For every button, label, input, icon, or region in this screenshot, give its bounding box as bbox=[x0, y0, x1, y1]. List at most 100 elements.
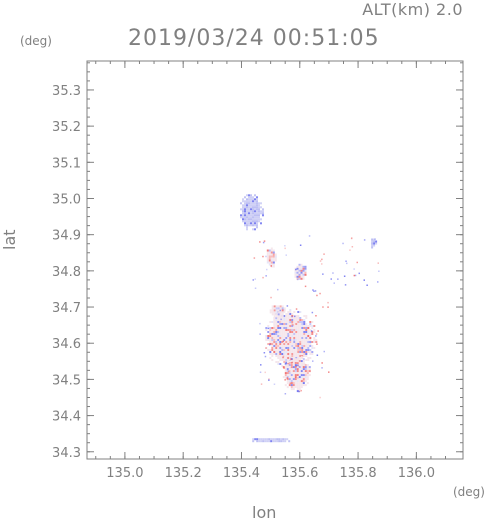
echo-cell bbox=[300, 364, 303, 367]
echo-speckle bbox=[377, 281, 379, 283]
x-tick-label: 135.2 bbox=[165, 466, 202, 481]
echo-cell bbox=[244, 214, 246, 217]
echo-cell bbox=[290, 370, 293, 373]
echo-cell bbox=[303, 335, 306, 337]
echo-cell bbox=[265, 335, 268, 337]
echo-cell bbox=[296, 277, 299, 280]
echo-cell bbox=[279, 343, 282, 345]
echo-speckle bbox=[321, 362, 323, 364]
echo-cell bbox=[283, 327, 286, 329]
echo-cell bbox=[303, 329, 306, 331]
echo-cell bbox=[276, 440, 279, 443]
echo-cell bbox=[297, 327, 300, 329]
echo-cell bbox=[287, 355, 290, 357]
echo-cell bbox=[293, 351, 296, 353]
echo-cell bbox=[246, 200, 248, 203]
echo-cell bbox=[289, 333, 292, 335]
echo-layer bbox=[240, 194, 380, 443]
echo-cell bbox=[304, 380, 307, 383]
echo-speckle bbox=[296, 278, 299, 281]
echo-cell bbox=[277, 311, 280, 314]
echo-cell bbox=[306, 382, 309, 385]
echo-speckle bbox=[284, 379, 286, 381]
echo-cell bbox=[294, 386, 297, 389]
echo-cell bbox=[271, 341, 274, 343]
echo-speckle bbox=[308, 235, 311, 237]
echo-cell bbox=[275, 337, 278, 339]
echo-cell bbox=[273, 337, 276, 339]
echo-cell bbox=[254, 224, 256, 227]
echo-cell bbox=[270, 251, 273, 254]
echo-cell bbox=[258, 218, 260, 221]
echo-speckle bbox=[269, 344, 271, 346]
echo-cell bbox=[273, 331, 276, 333]
echo-cell bbox=[272, 249, 275, 252]
echo-speckle bbox=[337, 278, 339, 280]
echo-cell bbox=[273, 321, 276, 323]
echo-cell bbox=[307, 343, 310, 345]
echo-cell bbox=[256, 222, 258, 225]
echo-cell bbox=[285, 331, 288, 333]
echo-cell bbox=[303, 341, 306, 343]
echo-cell bbox=[301, 353, 304, 355]
y-tick-label: 34.6 bbox=[52, 337, 81, 352]
echo-cell bbox=[273, 341, 276, 343]
echo-cell bbox=[300, 356, 303, 359]
echo-cell bbox=[296, 275, 299, 278]
echo-cell bbox=[250, 202, 252, 205]
echo-cell bbox=[256, 210, 258, 213]
echo-speckle bbox=[312, 289, 314, 291]
echo-cell bbox=[292, 368, 295, 371]
x-axis-unit: (deg) bbox=[453, 485, 485, 499]
echo-cell bbox=[301, 325, 304, 327]
echo-cell bbox=[291, 333, 294, 335]
echo-cell bbox=[294, 269, 297, 272]
echo-cell bbox=[297, 325, 300, 327]
echo-cell bbox=[277, 327, 280, 329]
echo-cell bbox=[300, 384, 303, 387]
echo-cell bbox=[373, 238, 376, 241]
echo-cell bbox=[270, 255, 273, 258]
echo-cell bbox=[298, 376, 301, 379]
echo-cell bbox=[290, 386, 293, 389]
echo-cell bbox=[283, 323, 286, 325]
echo-cell bbox=[303, 323, 306, 325]
echo-cell bbox=[281, 315, 284, 318]
echo-cell bbox=[282, 376, 285, 379]
echo-cell bbox=[271, 305, 274, 308]
echo-cell bbox=[271, 327, 274, 329]
echo-cell bbox=[254, 200, 256, 203]
echo-cell bbox=[283, 329, 286, 331]
echo-cell bbox=[295, 339, 298, 341]
echo-speckle bbox=[319, 260, 322, 262]
echo-cell bbox=[293, 327, 296, 329]
echo-cell bbox=[272, 253, 275, 256]
echo-cell bbox=[277, 315, 280, 318]
echo-cell bbox=[252, 198, 254, 201]
echo-cell bbox=[287, 343, 290, 345]
echo-cell bbox=[271, 349, 274, 351]
echo-cell bbox=[279, 335, 282, 337]
echo-cell bbox=[278, 440, 281, 443]
echo-cell bbox=[282, 438, 285, 441]
echo-cell bbox=[256, 440, 259, 443]
echo-cell bbox=[313, 341, 316, 343]
echo-cell bbox=[289, 361, 292, 363]
echo-cell bbox=[271, 329, 274, 331]
echo-cell bbox=[290, 372, 293, 375]
echo-cell bbox=[283, 309, 286, 312]
echo-cell bbox=[295, 315, 298, 317]
echo-cell bbox=[281, 339, 284, 341]
echo-cell bbox=[297, 311, 300, 313]
echo-cell bbox=[292, 366, 295, 369]
echo-cell bbox=[271, 313, 274, 316]
echo-cell bbox=[268, 261, 271, 264]
echo-cell bbox=[286, 364, 289, 367]
echo-cell bbox=[299, 317, 302, 319]
echo-cell bbox=[301, 329, 304, 331]
echo-cell bbox=[300, 366, 303, 369]
echo-speckle bbox=[254, 287, 257, 289]
y-tick-label: 34.7 bbox=[52, 301, 81, 316]
echo-cell bbox=[240, 216, 242, 219]
echo-cell bbox=[309, 357, 312, 359]
